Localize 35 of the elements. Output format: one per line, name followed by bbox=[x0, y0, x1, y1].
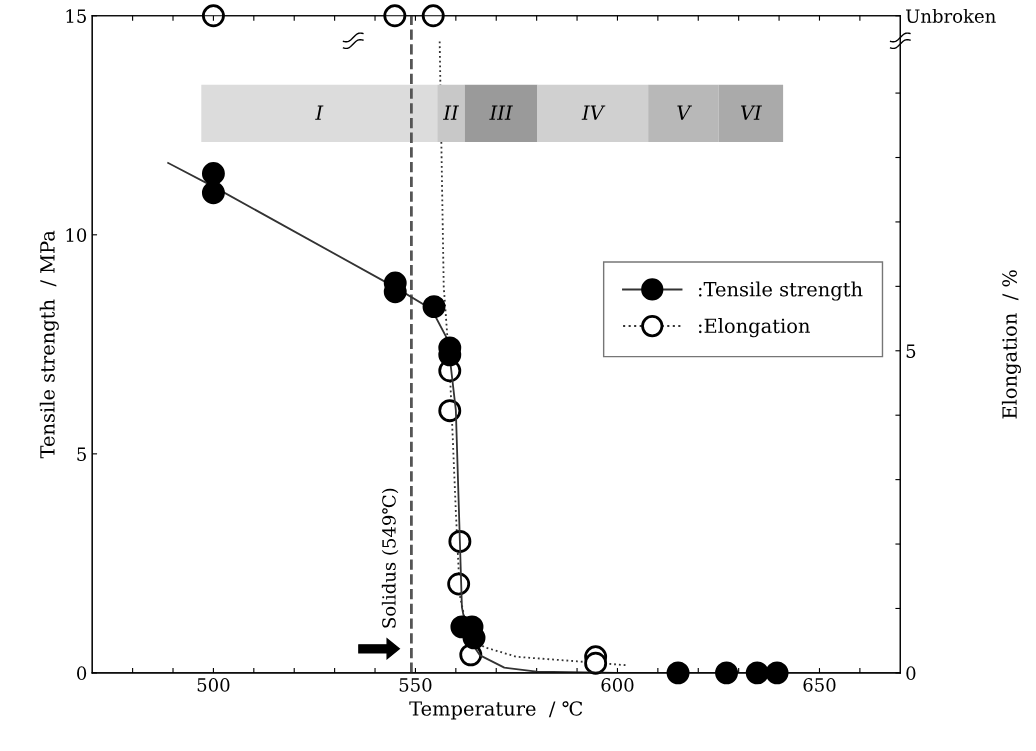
point bbox=[201, 4, 225, 28]
x-tick-label: 500 bbox=[197, 678, 230, 692]
x-axis-title: Temperature / ℃ bbox=[409, 701, 583, 720]
point bbox=[438, 399, 462, 423]
band-label: III bbox=[489, 105, 513, 120]
point bbox=[715, 661, 738, 685]
y-axis-title: Tensile strength / MPa bbox=[39, 230, 59, 459]
legend-label: :Tensile strength bbox=[699, 281, 863, 301]
band-label: IV bbox=[581, 105, 606, 120]
y-tick-label: 15 bbox=[66, 9, 86, 23]
legend-label: :Elongation bbox=[699, 318, 810, 338]
x-tick-label: 550 bbox=[399, 678, 432, 692]
point bbox=[745, 661, 769, 685]
y-tick-label: 5 bbox=[77, 447, 86, 461]
point bbox=[383, 4, 407, 28]
point bbox=[666, 661, 690, 685]
point bbox=[201, 162, 225, 185]
y-tick-label: 10 bbox=[66, 228, 87, 242]
band-label: II bbox=[443, 105, 459, 120]
y2-tick-label: 0 bbox=[906, 666, 916, 681]
point bbox=[421, 4, 445, 28]
x-tick-label: 650 bbox=[803, 678, 836, 692]
point bbox=[422, 295, 446, 319]
y2-axis-title: Elongation / % bbox=[1001, 270, 1021, 419]
y2-tick-label: Unbroken bbox=[905, 8, 996, 23]
point bbox=[765, 661, 789, 685]
band-label: I bbox=[315, 105, 324, 120]
point bbox=[201, 181, 225, 205]
y2-tick-label: 5 bbox=[906, 344, 916, 358]
y-tick-label: 0 bbox=[77, 666, 87, 681]
ref-line-label: Solidus (549℃) bbox=[381, 488, 399, 628]
point bbox=[584, 651, 608, 675]
band-label: V bbox=[677, 105, 692, 120]
x-tick-label: 600 bbox=[601, 678, 634, 692]
band-label: VI bbox=[740, 105, 762, 120]
